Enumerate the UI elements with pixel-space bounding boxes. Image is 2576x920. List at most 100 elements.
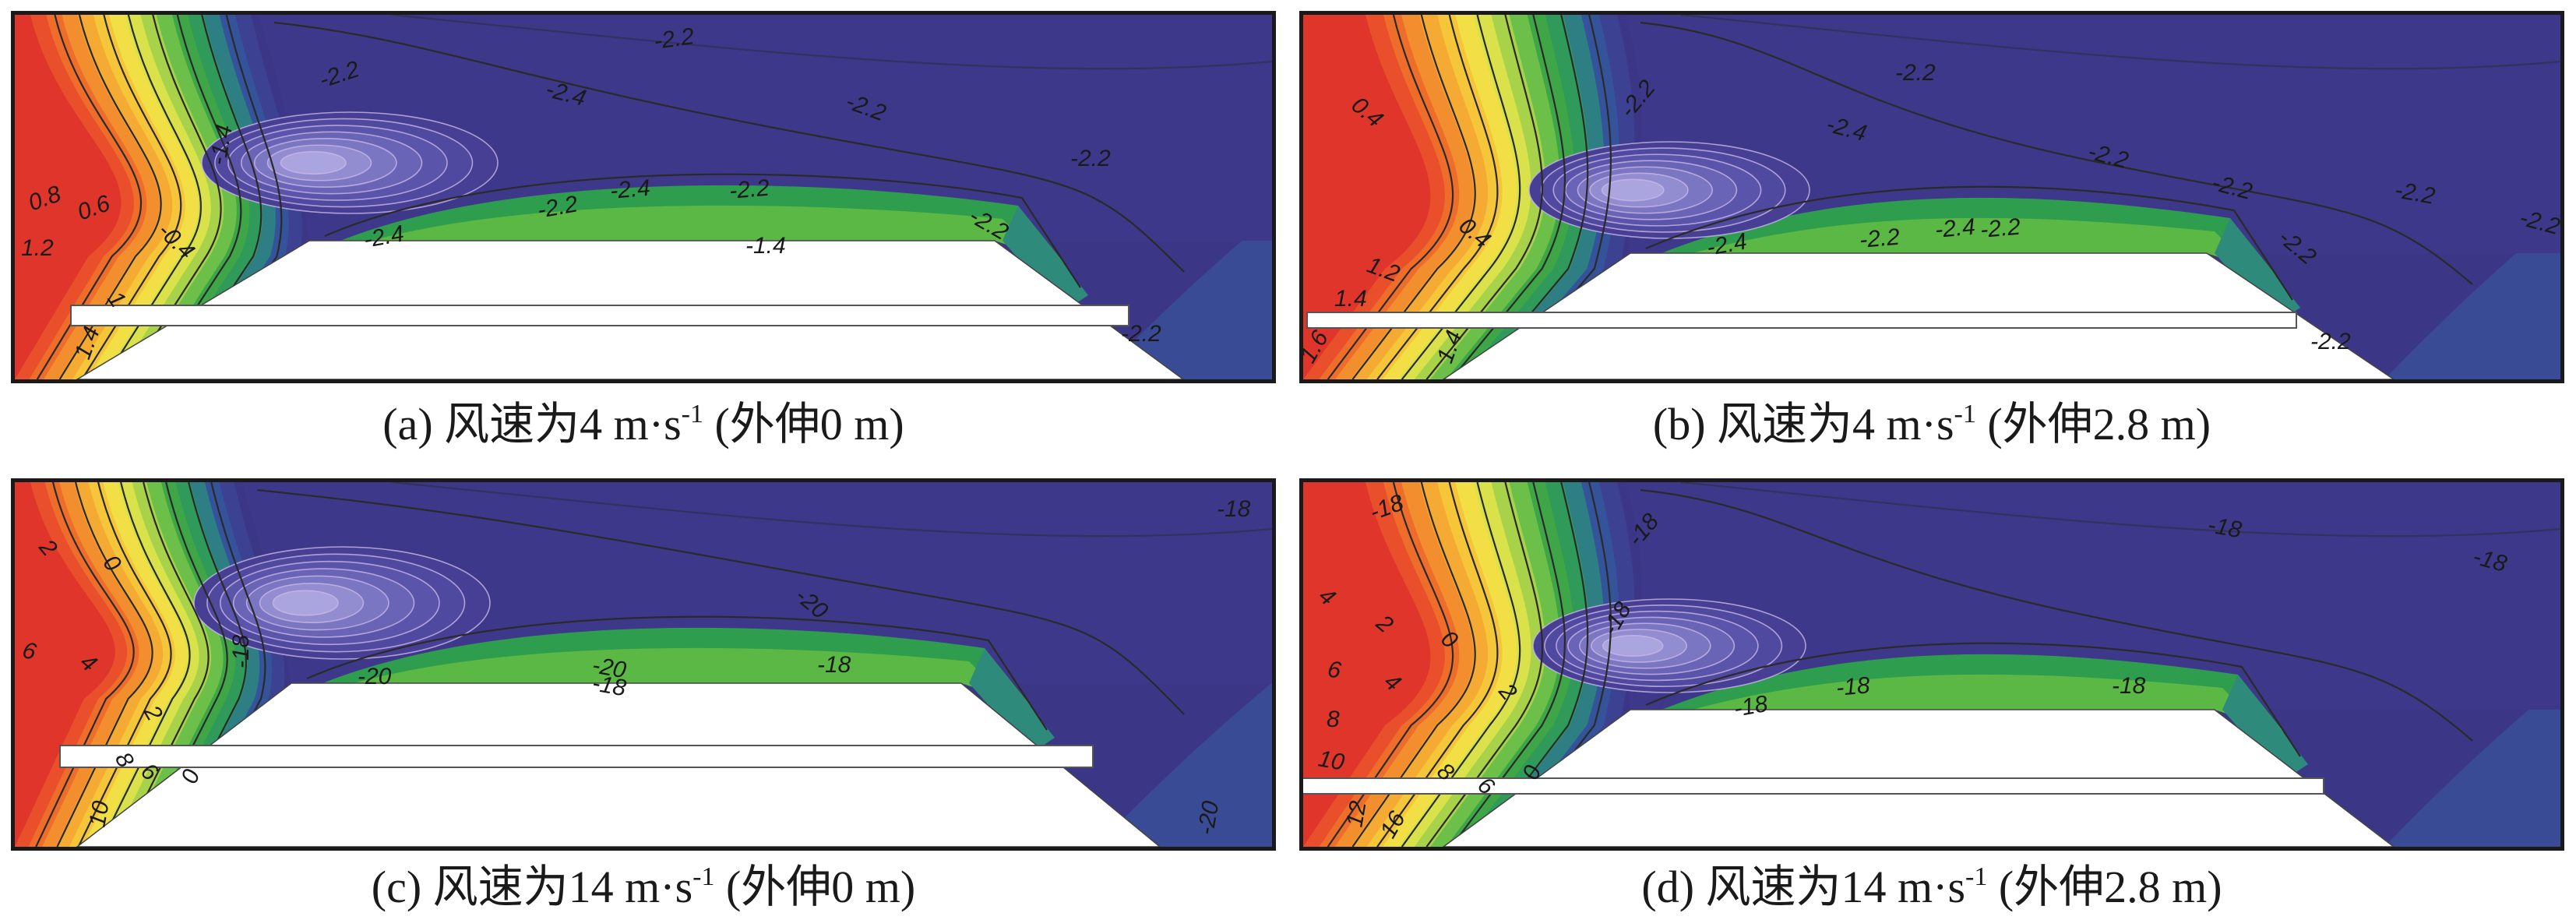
contour-line <box>120 482 210 847</box>
contour-line <box>392 15 1272 70</box>
contour-line <box>162 482 248 847</box>
contour-line <box>126 15 222 379</box>
caption-b-sup: -1 <box>1954 400 1976 428</box>
panel-c-contour-plot: -18 2 0 -20 6 4 -18 -20 -18 -18 2 -20 8 6 0 10 -20 <box>11 478 1276 851</box>
contour-value-label: -2.2 <box>1121 321 1161 347</box>
contour-line <box>1327 15 1454 379</box>
caption-c-sup: -1 <box>692 862 715 891</box>
contour-line <box>183 482 266 847</box>
shear-layer-inner <box>354 647 1004 697</box>
contour-value-label: -2.4 <box>1934 214 1976 243</box>
contour-line <box>1401 482 1521 847</box>
corner-band <box>969 648 1055 753</box>
contour-line <box>36 15 143 379</box>
contour-line <box>324 173 1081 288</box>
contour-value-label: -20 <box>590 652 629 683</box>
overhang-slab <box>59 745 1094 768</box>
contour-line <box>1680 15 2560 70</box>
contour-value-label: -18 <box>1732 691 1770 722</box>
vortex-contour-line <box>1602 635 1664 657</box>
contour-value-label: -2.2 <box>2310 329 2351 354</box>
vortex-core-band <box>1602 635 1663 657</box>
contour-value-label: -18 <box>1835 672 1871 701</box>
contour-line <box>1450 15 1566 379</box>
vortex-contour-line <box>253 138 397 189</box>
contour-line <box>98 482 191 847</box>
contour-value-label: -1.4 <box>745 233 786 259</box>
contour-line <box>193 15 283 379</box>
vortex-contour-line <box>1589 172 1689 208</box>
contour-line <box>1680 482 2560 538</box>
vortex-contour-line <box>1532 598 1806 693</box>
far-field-band-low <box>2384 682 2560 847</box>
vortex-core-band <box>1602 179 1664 201</box>
vortex-contour-line <box>206 553 466 653</box>
windward-band <box>15 482 115 847</box>
contour-value-label: -18 <box>590 670 629 701</box>
contour-line <box>1499 482 1612 847</box>
contour-value-label: -2.2 <box>1070 146 1111 171</box>
caption-d-prefix: (d) 风速为14 m·s <box>1641 862 1966 912</box>
contour-value-label: -2.2 <box>728 175 771 204</box>
contour-line <box>148 15 242 379</box>
vortex-contour-line <box>214 118 474 208</box>
vortex-contour-line <box>1578 622 1711 669</box>
contour-value-label: -18 <box>817 652 851 678</box>
caption-a-suffix: (外伸0 m) <box>703 399 904 449</box>
contour-line <box>104 15 203 379</box>
contour-svg-a: -2.2-2.2-2.4 -2.2-1.4 -2.20.8 0.6-0.4 -2.4-2… <box>15 15 1272 379</box>
caption-b-prefix: (b) 风速为4 m·s <box>1652 399 1954 449</box>
vortex-contour-line <box>1556 610 1759 682</box>
contour-line <box>392 482 1272 538</box>
panel-a-contour-plot: -2.2 -2.2 -2.4 -2.2 -1.4 -2.2 0.8 0.6 -0.4 -2.4 -2… <box>11 11 1276 383</box>
suction-cover <box>241 482 1272 683</box>
vortex-core-band <box>273 590 339 615</box>
vortex-contour-line <box>1590 629 1688 663</box>
contour-value-label: 1.4 <box>1334 286 1367 312</box>
contour-line <box>1475 482 1589 847</box>
contour-value-label: 10 <box>84 798 114 829</box>
contour-value-label: -2.2 <box>1979 214 2022 243</box>
caption-d-sup: -1 <box>1965 862 1988 891</box>
contour-line <box>77 482 172 847</box>
caption-a-prefix: (a) 风速为4 m·s <box>382 399 682 449</box>
contour-line <box>1425 15 1543 379</box>
contour-line <box>1640 21 2473 285</box>
contour-value-label: -2.2 <box>1895 60 1936 86</box>
contour-line <box>1499 15 1612 379</box>
vortex-contour-line <box>219 560 440 646</box>
contour-line <box>257 488 1185 715</box>
contour-line <box>273 21 1185 273</box>
contour-value-label: -20 <box>358 664 392 689</box>
contour-line <box>1645 642 2301 757</box>
vortex-contour-line <box>1540 147 1786 233</box>
contour-line <box>171 15 263 379</box>
contour-value-label: -18 <box>1217 496 1251 522</box>
contour-value-label: -18 <box>228 634 254 668</box>
overhang-slab <box>1306 312 2297 329</box>
corner-band <box>2222 675 2308 780</box>
caption-b: (b) 风速为4 m·s-1 (外伸2.8 m) <box>1299 397 2564 452</box>
caption-d-suffix: (外伸2.8 m) <box>1987 862 2222 912</box>
overhang-slab <box>1303 777 2324 795</box>
vortex-contour-line <box>1567 616 1736 675</box>
contour-value-label: 12 <box>1341 798 1371 829</box>
caption-a-sup: -1 <box>681 400 703 428</box>
windward-band <box>15 15 122 379</box>
far-field-band-low <box>1096 215 1272 379</box>
suction-cover <box>259 15 1272 241</box>
contour-line <box>1475 15 1589 379</box>
contour-value-label: -18 <box>2112 673 2146 699</box>
vortex-contour-line <box>1564 160 1738 220</box>
contour-value-label: -2.2 <box>1859 224 1901 253</box>
vortex-contour-line <box>1601 178 1665 202</box>
panel-d-contour-plot: -18 -18 -18 4 2 0 -18 -18 6 4 -18 -18 8 -18 2 10 8 6 0 12 16 <box>1299 478 2564 851</box>
contour-line <box>1425 482 1543 847</box>
shear-layer-inner <box>372 205 1038 255</box>
vortex-contour-line <box>232 568 415 638</box>
contour-line <box>35 482 135 847</box>
corner-band <box>1003 206 1088 311</box>
vortex-contour-line <box>240 131 423 195</box>
vortex-contour-line <box>245 575 389 631</box>
